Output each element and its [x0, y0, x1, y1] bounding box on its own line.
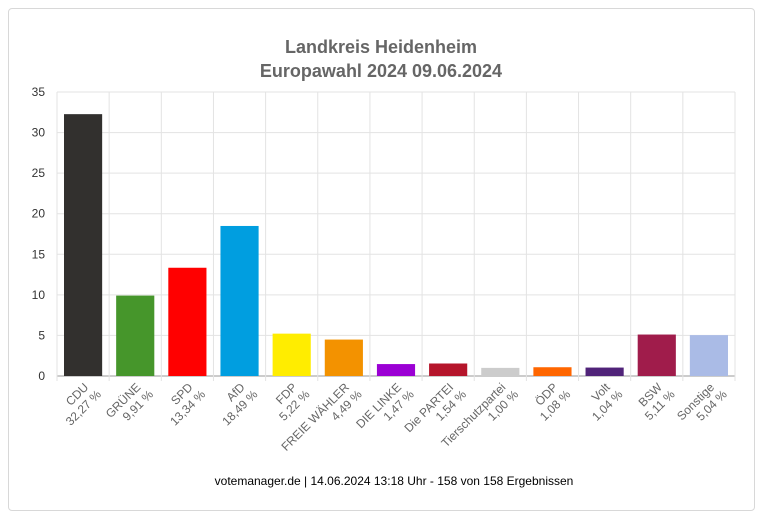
y-tick-label: 25	[32, 166, 46, 180]
y-tick-label: 35	[32, 85, 46, 99]
bar-fdp	[272, 333, 311, 376]
bar-freie-wähler	[324, 339, 363, 376]
bar-die-linke	[376, 364, 416, 376]
bar-grüne	[116, 295, 155, 376]
y-tick-label: 10	[32, 288, 46, 302]
bar-sonstige	[689, 335, 728, 376]
y-tick-label: 30	[32, 126, 46, 140]
bar-die-partei	[429, 363, 468, 376]
bar-ödp	[533, 367, 572, 376]
chart-title-line-2: Europawahl 2024 09.06.2024	[260, 61, 502, 81]
y-tick-label: 20	[32, 207, 46, 221]
y-tick-label: 15	[32, 247, 46, 261]
bar-tierschutzpartei	[481, 367, 520, 376]
bar-afd	[220, 225, 259, 376]
y-tick-label: 5	[38, 328, 45, 342]
bar-volt	[585, 367, 624, 376]
chart-footer: votemanager.de | 14.06.2024 13:18 Uhr - …	[215, 474, 574, 488]
y-tick-label: 0	[38, 369, 45, 383]
bar-cdu	[64, 114, 103, 376]
chart-title-line-1: Landkreis Heidenheim	[285, 37, 477, 57]
bar-spd	[168, 267, 207, 376]
bar-bsw	[637, 334, 676, 376]
